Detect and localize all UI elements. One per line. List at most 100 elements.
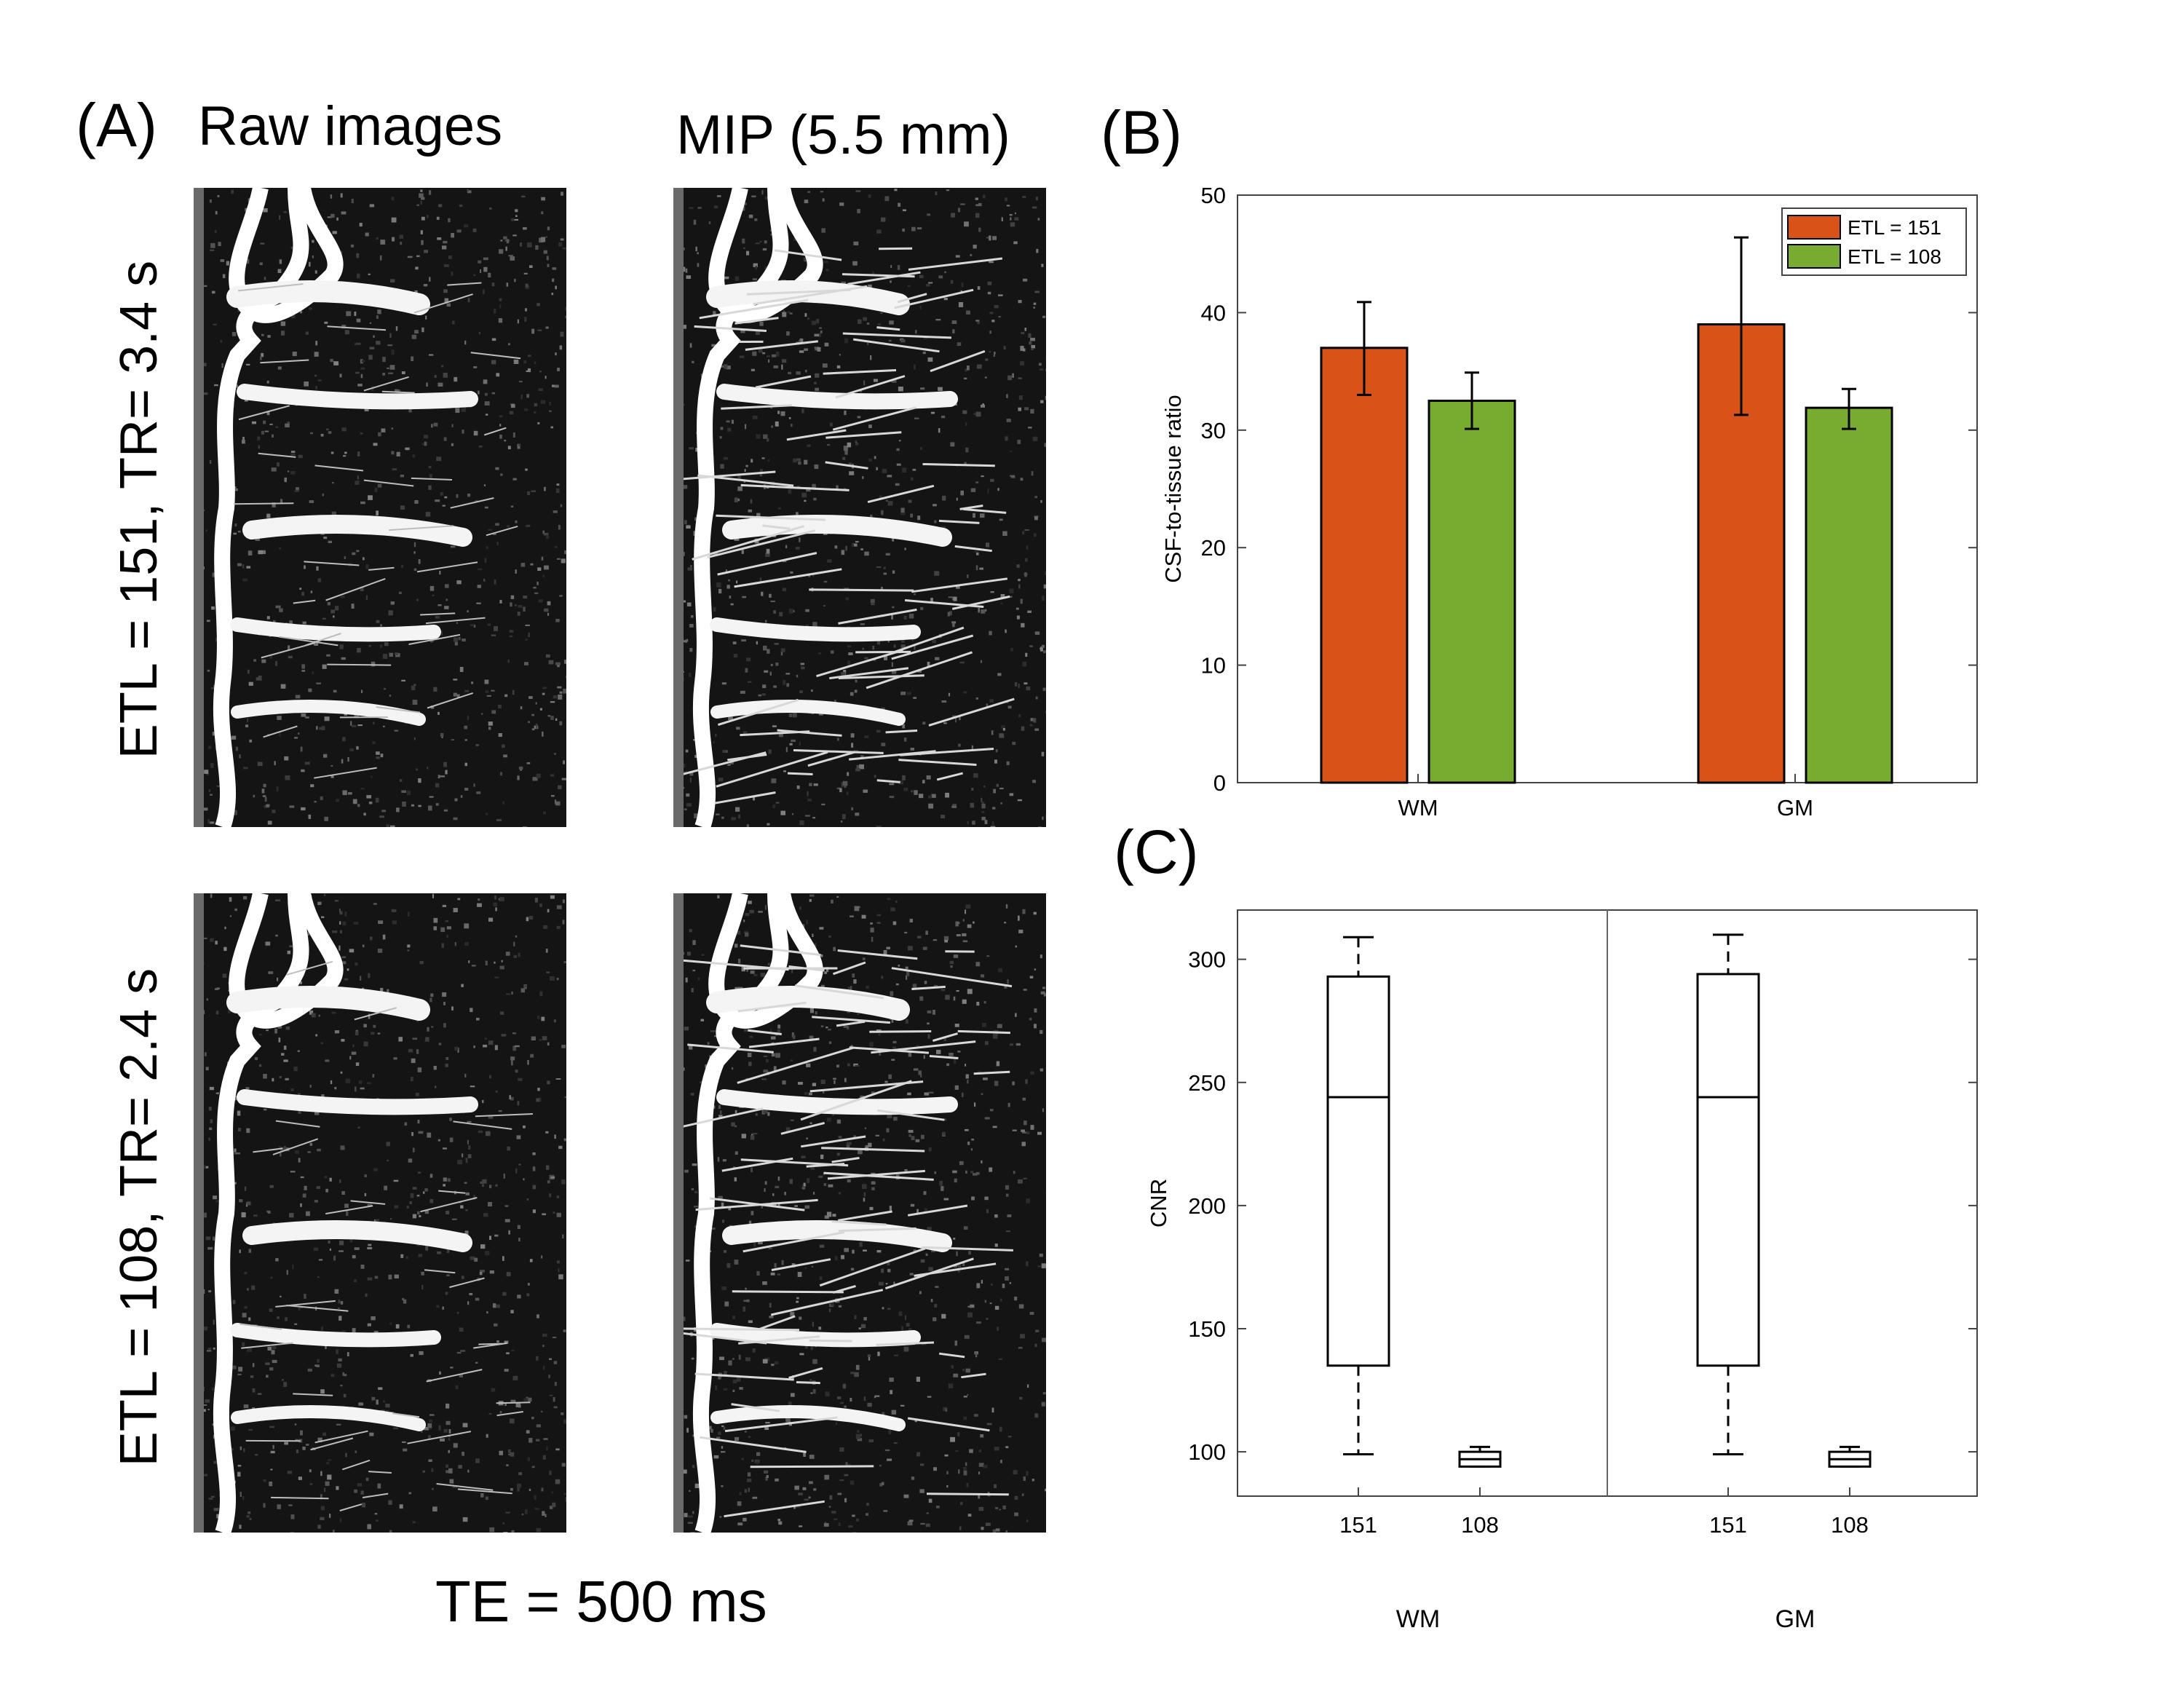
mri-speckle <box>456 694 460 698</box>
mri-speckle <box>446 598 448 601</box>
mri-speckle <box>807 798 812 802</box>
mri-speckle <box>797 1272 802 1277</box>
mri-speckle <box>367 1524 371 1530</box>
mri-speckle <box>356 253 360 258</box>
mri-speckle <box>1034 515 1039 518</box>
mri-speckle <box>788 1401 792 1406</box>
mri-speckle <box>881 976 884 979</box>
mri-speckle <box>793 458 797 463</box>
mri-speckle <box>949 611 952 616</box>
mri-speckle <box>499 434 502 439</box>
mri-speckle <box>852 1514 855 1517</box>
mri-speckle <box>775 1053 780 1058</box>
mri-speckle <box>804 1498 809 1501</box>
mri-speckle <box>257 762 263 767</box>
mri-speckle <box>902 724 905 729</box>
mri-speckle <box>553 1406 558 1409</box>
mri-speckle <box>304 381 309 387</box>
mri-speckle <box>317 1276 320 1278</box>
mri-speckle <box>821 803 825 806</box>
mri-speckle <box>448 1438 451 1441</box>
mri-speckle <box>499 304 502 309</box>
mri-speckle <box>520 988 526 993</box>
mri-speckle <box>796 785 800 789</box>
mri-speckle <box>927 1010 932 1013</box>
mri-speckle <box>898 780 903 785</box>
mri-speckle <box>288 645 290 650</box>
mri-speckle <box>511 1349 515 1352</box>
mri-speckle <box>965 1128 969 1131</box>
mri-speckle <box>752 415 758 419</box>
mri-speckle <box>544 486 546 491</box>
mri-speckle <box>922 721 926 725</box>
mri-speckle <box>989 1109 994 1112</box>
mri-speckle <box>559 345 563 350</box>
mri-speckle <box>770 600 775 602</box>
mri-speckle <box>515 215 518 217</box>
mri-speckle <box>826 1118 831 1122</box>
mri-vessel <box>272 1138 319 1155</box>
mri-speckle <box>818 713 823 716</box>
mri-speckle <box>367 1082 371 1085</box>
mri-vessel <box>907 1417 990 1432</box>
mri-speckle <box>309 307 312 310</box>
mri-vessel <box>914 1262 997 1277</box>
mri-speckle <box>446 303 451 307</box>
mri-speckle <box>762 684 767 689</box>
mri-speckle <box>724 1301 729 1307</box>
mri-speckle <box>450 1367 454 1369</box>
mri-speckle <box>506 993 510 995</box>
mri-speckle <box>210 794 213 796</box>
mri-speckle <box>277 1316 280 1319</box>
mri-speckle <box>747 1478 752 1482</box>
mri-speckle <box>359 223 363 227</box>
mri-speckle <box>213 1195 218 1200</box>
mri-speckle <box>941 1186 944 1191</box>
mri-speckle <box>752 351 757 356</box>
mri-speckle <box>903 1346 909 1352</box>
mri-speckle <box>828 1029 831 1031</box>
mri-speckle <box>710 1030 716 1032</box>
mri-speckle <box>988 350 991 353</box>
mri-speckle <box>483 289 485 294</box>
mri-speckle <box>814 943 817 947</box>
mri-speckle <box>981 811 985 813</box>
mri-speckle <box>532 1166 536 1171</box>
mri-speckle <box>520 242 522 247</box>
mri-speckle <box>710 1428 713 1433</box>
mri-speckle <box>433 917 438 923</box>
mri-speckle <box>1026 1471 1029 1476</box>
mri-speckle <box>859 764 864 770</box>
mri-speckle <box>248 1511 251 1514</box>
mri-speckle <box>876 922 881 924</box>
mri-speckle <box>514 278 516 282</box>
mri-speckle <box>362 944 365 948</box>
mri-speckle <box>357 1126 360 1129</box>
mri-speckle <box>883 572 887 575</box>
mri-speckle <box>851 807 854 810</box>
mri-speckle <box>297 1050 300 1052</box>
mri-speckle <box>218 242 221 246</box>
mri-speckle <box>302 1447 306 1450</box>
mri-speckle <box>503 1532 508 1533</box>
mri-speckle <box>275 899 280 901</box>
mri-speckle <box>844 338 848 344</box>
mri-vessel <box>325 577 386 601</box>
mri-speckle <box>482 1099 484 1104</box>
mri-speckle <box>535 702 537 705</box>
mri-speckle <box>964 462 967 465</box>
mri-speckle <box>513 359 519 364</box>
mri-speckle <box>730 603 734 606</box>
mri-speckle <box>862 647 864 650</box>
mri-speckle <box>935 319 941 321</box>
mri-speckle <box>261 788 265 794</box>
mri-speckle <box>758 694 762 697</box>
mri-speckle <box>510 1096 514 1101</box>
mri-speckle <box>382 357 386 363</box>
mri-speckle <box>320 433 324 437</box>
mri-speckle <box>525 624 530 626</box>
mri-speckle <box>986 542 990 547</box>
mri-speckle <box>717 195 721 197</box>
mri-speckle <box>743 1517 747 1522</box>
mri-speckle <box>917 670 922 673</box>
